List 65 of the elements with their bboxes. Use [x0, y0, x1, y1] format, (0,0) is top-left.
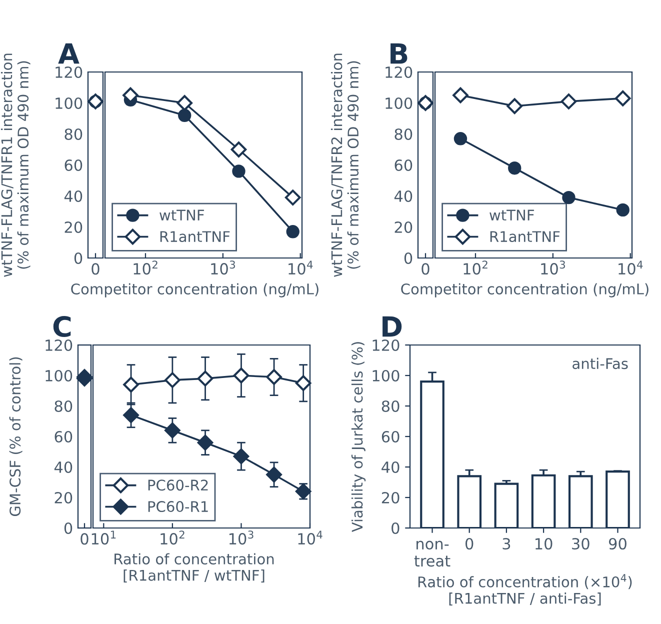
legend-label: R1antTNF	[490, 231, 560, 242]
y-tick-label: 40	[54, 461, 72, 474]
legend-label: PC60-R1	[148, 501, 208, 512]
x-tick-label: 10$^{3}$	[211, 260, 236, 275]
chart-title: C	[53, 316, 71, 338]
y-tick-label: 0	[392, 522, 400, 534]
y-tick-label: 80	[64, 128, 82, 140]
x-tick-label: 10$^{2}$	[160, 530, 184, 545]
y-tick-label: 0	[64, 522, 72, 534]
y-axis-title: wtTNF-FLAG/TNFR1 interaction (% of maximum OD 490 nm)	[0, 54, 30, 277]
y-tick-label: 0	[404, 252, 412, 264]
y-tick-label: 20	[394, 221, 412, 234]
y-tick-label: 60	[382, 430, 400, 443]
y-tick-label: 20	[64, 221, 82, 234]
y-tick-label: 20	[54, 492, 72, 504]
annotation: anti-Fas	[572, 358, 628, 370]
x-tick-label: 10$^{4}$	[618, 260, 643, 275]
y-axis-title: wtTNF-FLAG/TNFR2 interaction (% of maximum OD 490 nm)	[330, 54, 360, 277]
chart-title: B	[390, 43, 408, 64]
y-tick-label: 60	[54, 430, 72, 443]
x-tick-label: 10$^{2}$	[464, 260, 488, 275]
x-tick-label: 10$^{3}$	[541, 260, 566, 275]
x-tick-label: 0	[92, 263, 100, 275]
legend-label: wtTNF	[490, 210, 534, 220]
y-tick-label: 100	[372, 370, 400, 382]
y-tick-label: 120	[386, 66, 412, 78]
x-axis-title: Competitor concentration (ng/mL)	[71, 283, 318, 298]
x-tick-label: 10$^{2}$	[134, 260, 158, 275]
legend-label: R1antTNF	[160, 231, 230, 242]
x-tick-label: 10$^{4}$	[298, 530, 322, 545]
y-axis-title: Viability of Jurkat cells (%)	[351, 342, 366, 532]
y-tick-label: 100	[386, 97, 412, 110]
y-tick-label: 120	[46, 339, 72, 352]
text: Ratio of concentration (×10$^{4}$) [R1antTNF / anti-Fas]	[418, 574, 632, 606]
x-tick-label: 10	[536, 538, 552, 550]
x-tick-label: 90	[608, 538, 626, 550]
y-tick-label: 60	[64, 159, 82, 172]
x-tick-label: non- treat	[414, 540, 450, 567]
y-tick-label: 40	[394, 190, 412, 202]
y-tick-label: 40	[382, 461, 400, 474]
y-tick-label: 80	[394, 128, 412, 140]
y-tick-label: 80	[54, 400, 72, 412]
x-tick-label: 10$^{1}$	[92, 530, 116, 545]
x-tick-label: 3	[502, 538, 510, 550]
y-tick-label: 100	[46, 370, 72, 382]
x-tick-label: 10$^{4}$	[288, 260, 313, 275]
x-tick-label: 10$^{3}$	[229, 530, 254, 545]
x-axis-title: Competitor concentration (ng/mL)	[401, 283, 648, 298]
y-tick-label: 0	[74, 252, 82, 264]
legend-label: wtTNF	[160, 210, 204, 220]
x-tick-label: 30	[572, 538, 590, 550]
x-tick-label: 0	[466, 538, 474, 550]
y-tick-label: 80	[382, 400, 400, 412]
y-tick-label: 20	[382, 492, 400, 504]
y-axis-title: GM-CSF (% of control)	[9, 357, 22, 516]
y-tick-label: 100	[56, 97, 82, 110]
y-tick-label: 60	[394, 159, 412, 172]
y-tick-label: 120	[56, 66, 82, 78]
chart-title: A	[58, 43, 80, 64]
y-tick-label: 120	[372, 339, 400, 352]
legend-label: PC60-R2	[148, 480, 208, 491]
y-tick-label: 40	[64, 190, 82, 202]
chart-title: D	[382, 316, 402, 337]
x-tick-label: 0	[422, 263, 430, 275]
x-axis-title: Ratio of concentration [R1antTNF / wtTNF]	[114, 553, 274, 583]
